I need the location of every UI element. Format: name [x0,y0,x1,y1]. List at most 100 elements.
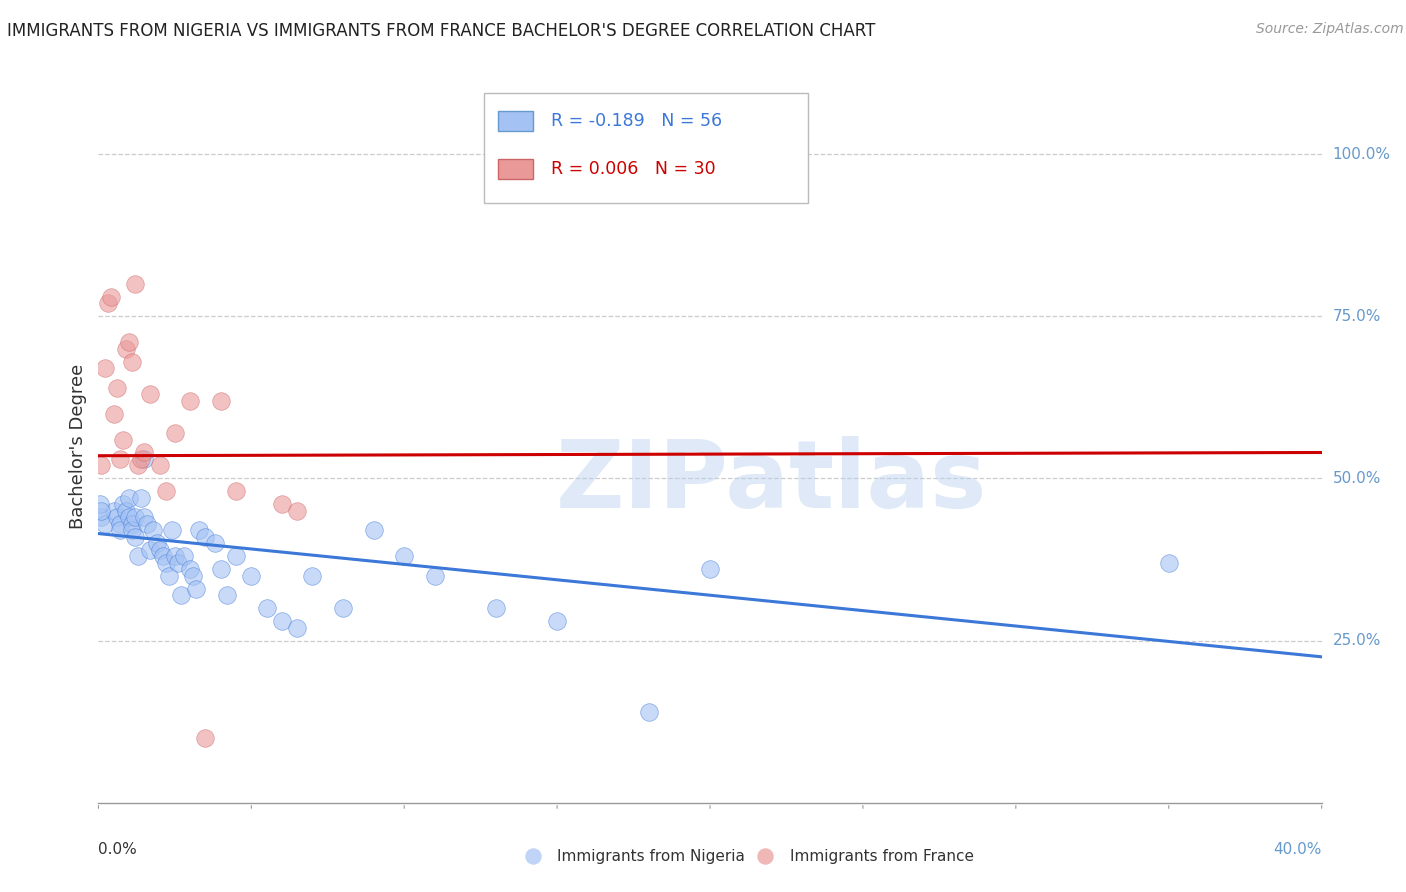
Point [103,504,125,518]
Point [179,393,201,408]
Text: 75.0%: 75.0% [1333,309,1381,324]
Point [179,562,201,576]
Point [188,524,211,538]
FancyBboxPatch shape [498,159,533,179]
Point [90,510,112,524]
Point [155,484,177,499]
Point [103,407,125,421]
Point [93,361,115,376]
Text: R = -0.189   N = 56: R = -0.189 N = 56 [551,112,723,129]
Point [118,335,141,350]
Point [121,516,143,531]
Point [129,452,152,467]
Point [209,562,232,576]
Point [699,562,721,576]
Point [423,568,446,582]
Point [149,458,172,473]
Point [108,452,131,467]
Text: ZIPatlas: ZIPatlas [555,435,987,528]
Point [108,516,131,531]
Text: Immigrants from France: Immigrants from France [790,849,973,863]
Point [285,504,308,518]
Point [363,524,385,538]
Point [136,516,159,531]
Text: 40.0%: 40.0% [1274,842,1322,856]
Point [127,458,149,473]
Point [170,588,193,602]
Point [163,549,186,564]
Point [105,510,128,524]
Point [124,277,146,291]
Point [522,849,544,863]
Point [93,516,115,531]
Point [157,568,180,582]
Point [121,354,143,368]
Point [145,536,167,550]
Point [90,504,112,518]
Point [89,497,111,511]
Point [124,530,146,544]
Point [270,497,294,511]
FancyBboxPatch shape [498,111,533,130]
Text: Immigrants from Nigeria: Immigrants from Nigeria [557,849,745,863]
Point [332,601,354,615]
Point [754,849,776,863]
Point [215,588,238,602]
Point [118,510,141,524]
Point [181,568,204,582]
Point [256,601,278,615]
Point [301,568,323,582]
Point [186,582,208,596]
Point [142,524,165,538]
Point [209,393,232,408]
Point [163,425,186,440]
Point [118,491,141,505]
Point [105,381,128,395]
Point [139,542,162,557]
Point [204,536,226,550]
Text: Source: ZipAtlas.com: Source: ZipAtlas.com [1256,22,1403,37]
Point [139,387,162,401]
Point [194,731,217,745]
Point [194,530,217,544]
Point [270,614,294,628]
Point [152,549,174,564]
Point [111,497,134,511]
Point [668,147,690,161]
Point [392,549,416,564]
Point [149,542,172,557]
Point [155,556,177,570]
Point [97,296,120,310]
Text: 50.0%: 50.0% [1333,471,1381,486]
Point [546,614,568,628]
Point [240,568,263,582]
Point [115,504,138,518]
FancyBboxPatch shape [484,93,808,203]
Point [134,510,156,524]
Point [100,290,122,304]
Point [121,524,143,538]
Text: IMMIGRANTS FROM NIGERIA VS IMMIGRANTS FROM FRANCE BACHELOR'S DEGREE CORRELATION : IMMIGRANTS FROM NIGERIA VS IMMIGRANTS FR… [7,22,876,40]
Text: 0.0%: 0.0% [98,842,138,856]
Point [134,445,156,459]
Point [167,556,190,570]
Point [1157,556,1180,570]
Point [129,491,152,505]
Text: R = 0.006   N = 30: R = 0.006 N = 30 [551,161,716,178]
Point [111,433,134,447]
Point [173,549,195,564]
Point [134,452,156,467]
Y-axis label: Bachelor's Degree: Bachelor's Degree [69,363,87,529]
Point [225,549,247,564]
Point [485,601,508,615]
Point [108,524,131,538]
Text: 100.0%: 100.0% [1333,146,1391,161]
Point [90,458,112,473]
Text: 25.0%: 25.0% [1333,633,1381,648]
Point [225,484,247,499]
Point [285,621,308,635]
Point [127,549,149,564]
Point [115,342,138,356]
Point [637,705,661,719]
Point [160,524,183,538]
